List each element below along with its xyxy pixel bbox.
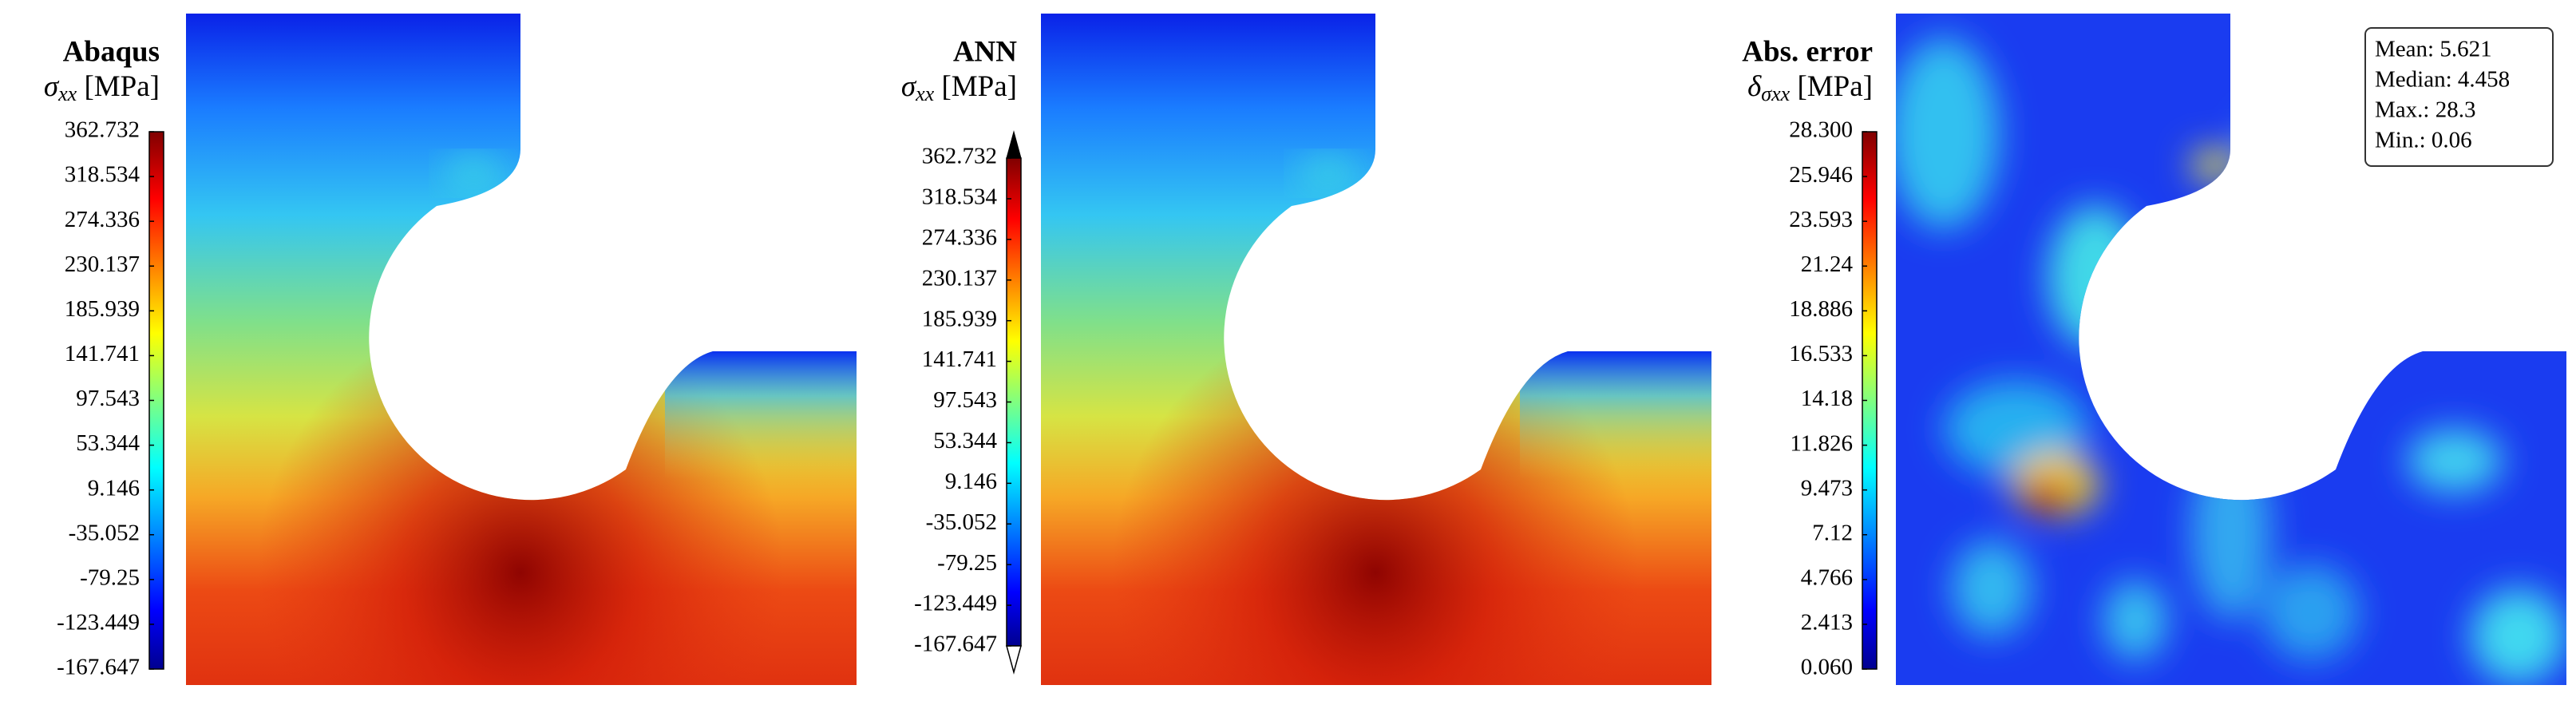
colorbar-label: σxx [MPa] — [44, 70, 160, 105]
colorbar-tick-label: 141.741 — [922, 347, 997, 372]
colorbar-tick-label: 2.413 — [1801, 610, 1853, 636]
colorbar-tick-label: 23.593 — [1789, 207, 1853, 232]
colorbar-tick-label: -167.647 — [57, 655, 140, 680]
field-blob — [2103, 580, 2167, 660]
colorbar-tick-label: -167.647 — [914, 632, 997, 657]
field-spot — [441, 156, 505, 191]
field-strip — [665, 351, 857, 479]
colorbar-tick-label: 18.886 — [1789, 296, 1853, 322]
field-blob — [2191, 149, 2239, 181]
field-blob — [2263, 564, 2359, 660]
colorbar-tick-label: 14.18 — [1801, 386, 1853, 411]
field-blob — [2191, 445, 2271, 620]
colorbar-tick-label: 9.473 — [1801, 475, 1853, 501]
colorbar-tick-label: 7.12 — [1812, 520, 1853, 545]
colorbar-label: δσxx [MPa] — [1747, 70, 1873, 105]
colorbar-tick-label: 141.741 — [65, 341, 140, 366]
colorbar-tick-label: 53.344 — [933, 428, 997, 453]
label-subscript: σxx — [1761, 82, 1790, 105]
colorbar-tick-label: 274.336 — [65, 207, 140, 232]
colorbar-tick-label: 230.137 — [65, 251, 140, 277]
field-blob — [2048, 205, 2143, 349]
colorbar-tick-label: 185.939 — [65, 296, 140, 322]
field — [186, 14, 857, 685]
colorbar-tick-label: 362.732 — [65, 117, 140, 143]
field-blob — [1944, 381, 2087, 477]
colorbar-tick-label: -79.25 — [80, 564, 140, 590]
colorbar-extend-min — [1006, 645, 1022, 675]
label-unit: [MPa] — [1790, 70, 1873, 103]
panel-title: ANN — [953, 35, 1017, 68]
label-unit: [MPa] — [934, 70, 1017, 103]
colorbar-tick-label: 97.543 — [76, 386, 140, 411]
colorbar-tick-label: 25.946 — [1789, 162, 1853, 188]
field-hot — [186, 14, 857, 685]
colorbar-tick-label: -79.25 — [937, 550, 997, 576]
field-strip — [1520, 351, 1711, 479]
colorbar-tick-label: 185.939 — [922, 306, 997, 331]
colorbar-tick-label: -123.449 — [914, 591, 997, 616]
stats-line: Min.: 0.06 — [2375, 128, 2472, 153]
field-blob — [2407, 429, 2503, 493]
field-hot — [1041, 14, 1711, 685]
colorbar-tick-label: 9.146 — [945, 469, 997, 494]
colorbar-tick-label: 362.732 — [922, 144, 997, 169]
colorbar-tick-label: 230.137 — [922, 265, 997, 291]
stats-line: Mean: 5.621 — [2375, 37, 2492, 62]
stats-line: Median: 4.458 — [2375, 67, 2510, 93]
panel-title: Abaqus — [63, 35, 160, 68]
field-group — [186, 14, 857, 685]
label-subscript: xx — [915, 82, 935, 105]
colorbar-tick-label: 9.146 — [88, 475, 140, 501]
colorbar-tick-label: 4.766 — [1801, 565, 1853, 591]
field-group — [1041, 14, 1711, 685]
label-symbol: σ — [901, 70, 917, 103]
label-symbol: δ — [1747, 70, 1762, 103]
colorbar-tick-label: 28.300 — [1789, 117, 1853, 143]
field-blob — [1896, 38, 2000, 229]
colorbar-tick-label: 274.336 — [922, 224, 997, 250]
colorbar-tick-label: 11.826 — [1790, 430, 1853, 456]
colorbar-extend-max — [1006, 130, 1022, 159]
colorbar-tick-label: 318.534 — [922, 184, 998, 210]
field-blob — [1952, 541, 2032, 636]
stats-line: Max.: 28.3 — [2375, 97, 2475, 123]
colorbar-tick-label: -35.052 — [926, 509, 997, 535]
colorbar-tick-label: 0.060 — [1801, 655, 1853, 680]
colorbar-tick-label: -35.052 — [69, 520, 140, 545]
field-blob — [2024, 479, 2071, 514]
colorbar-tick-label: 53.344 — [76, 430, 140, 456]
field — [1041, 14, 1711, 685]
stats-box — [2364, 27, 2554, 167]
colorbar-tick-label: 21.24 — [1801, 251, 1854, 277]
label-subscript: xx — [57, 82, 77, 105]
colorbar-label: σxx [MPa] — [901, 70, 1017, 105]
label-unit: [MPa] — [77, 70, 160, 103]
colorbar-tick-label: 318.534 — [65, 162, 140, 188]
colorbar-tick-label: 16.533 — [1789, 341, 1853, 366]
panel-title: Abs. error — [1742, 35, 1873, 68]
field-blob — [2471, 588, 2566, 684]
colorbar-tick-label: -123.449 — [57, 610, 140, 636]
field-spot — [1296, 156, 1360, 191]
label-symbol: σ — [44, 70, 60, 103]
field-blob — [2247, 117, 2311, 165]
colorbar-tick-label: 97.543 — [933, 387, 997, 413]
